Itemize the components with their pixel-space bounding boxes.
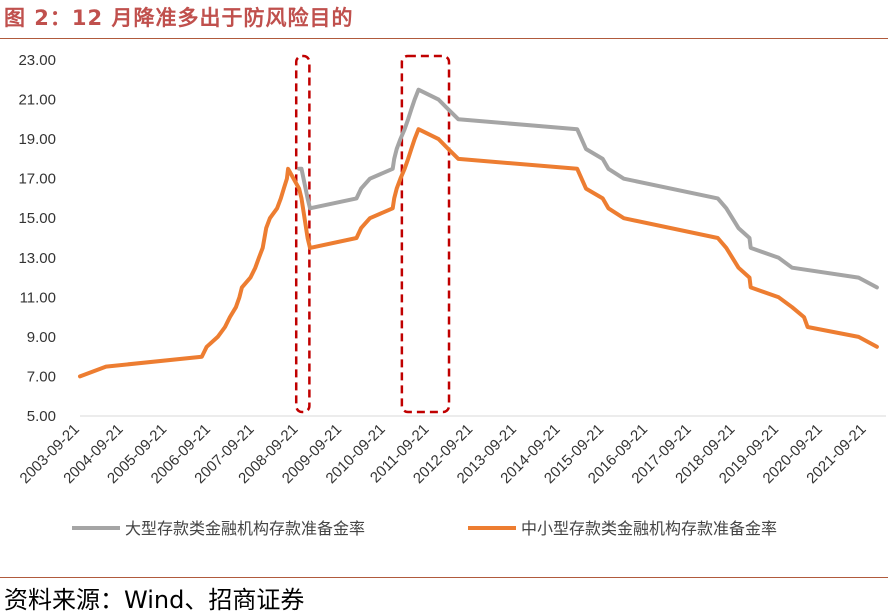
series-line-2: [78, 127, 879, 379]
y-axis: 5.00 7.00 9.00 11.00 13.00 15.00 17.00 19.00 21.…: [18, 52, 56, 425]
y-tick-label: 15.00: [18, 210, 56, 227]
y-tick-label: 9.00: [27, 329, 56, 346]
y-tick-label: 5.00: [27, 408, 56, 425]
bottom-rule: [0, 577, 888, 578]
x-axis: 2003-09-212004-09-212005-09-212006-09-21…: [17, 415, 886, 487]
highlight-box: [400, 54, 451, 414]
y-tick-label: 19.00: [18, 131, 56, 148]
y-tick-label: 21.00: [18, 92, 56, 109]
y-tick-label: 13.00: [18, 250, 56, 267]
y-tick-label: 23.00: [18, 52, 56, 69]
top-rule: [0, 38, 888, 39]
source-note: 资料来源：Wind、招商证券: [4, 586, 305, 614]
y-tick-label: 11.00: [20, 289, 56, 306]
series-lines: [78, 87, 879, 379]
y-tick-label: 7.00: [27, 368, 56, 385]
y-tick-label: 17.00: [18, 171, 56, 188]
legend-label-1: 大型存款类金融机构存款准备金率: [125, 519, 365, 538]
reserve-ratio-chart: 5.00 7.00 9.00 11.00 13.00 15.00 17.00 19.00 21.…: [17, 52, 886, 538]
highlight-box: [294, 54, 311, 414]
series-line-1: [297, 87, 879, 290]
highlight-boxes: [294, 54, 451, 414]
figure-title: 图 2：12 月降准多出于防风险目的: [4, 6, 354, 30]
legend-label-2: 中小型存款类金融机构存款准备金率: [521, 519, 777, 538]
legend: 大型存款类金融机构存款准备金率 中小型存款类金融机构存款准备金率: [72, 519, 777, 538]
